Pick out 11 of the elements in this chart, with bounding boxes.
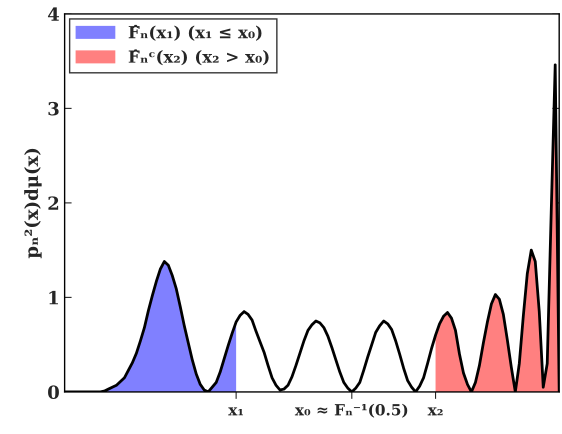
y-tick-label: 3 [48, 102, 59, 116]
y-tick-label: 1 [49, 290, 58, 304]
x-tick-label: x₂ [428, 407, 443, 416]
y-axis-title: pₙ²(x)dμ(x) [24, 148, 42, 258]
y-tick-label: 4 [48, 7, 60, 21]
x-tick-label: x₀ ≈ Fₙ⁻¹(0.5) [294, 404, 408, 418]
legend-label: F̂ₙᶜ(x₂) (x₂ > x₀) [128, 49, 269, 66]
legend-label: F̂ₙ(x₁) (x₁ ≤ x₀) [128, 24, 262, 41]
x-tick-label: x₁ [228, 407, 243, 416]
y-tick-label: 0 [48, 385, 59, 400]
y-tick-label: 2 [48, 196, 58, 210]
